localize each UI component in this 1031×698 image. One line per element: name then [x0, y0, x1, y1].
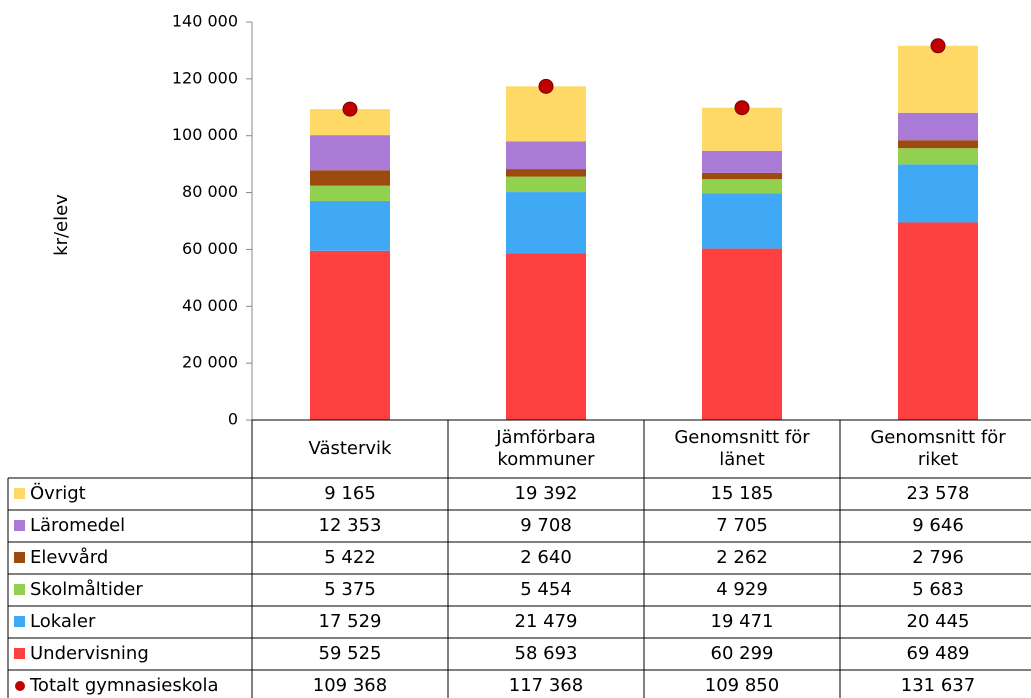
legend-key	[14, 616, 25, 627]
y-tick-label: 140 000	[172, 12, 238, 31]
table-cell: 19 471	[711, 611, 774, 632]
table-cell: 9 165	[324, 483, 376, 504]
y-tick-label: 80 000	[182, 182, 238, 201]
bar-segment	[898, 140, 978, 149]
table-cell: 17 529	[319, 611, 382, 632]
legend-label: Skolmåltider	[30, 579, 143, 600]
bar-segment	[506, 253, 586, 420]
table-cell: 58 693	[515, 643, 578, 664]
bar-segment	[310, 135, 390, 171]
table-cell: 60 299	[711, 643, 774, 664]
table-cell: 109 368	[313, 675, 387, 696]
bar-segment	[506, 86, 586, 142]
legend-key	[14, 584, 25, 595]
table-cell: 9 646	[912, 515, 964, 536]
table-cell: 69 489	[907, 643, 970, 664]
legend-key	[14, 488, 25, 499]
bar-segment	[898, 45, 978, 113]
table-cell: 5 683	[912, 579, 964, 600]
bar-segment	[898, 112, 978, 141]
bar-segment	[506, 176, 586, 193]
y-tick-label: 20 000	[182, 353, 238, 372]
y-tick-label: 120 000	[172, 68, 238, 87]
category-label: Genomsnitt för länet	[674, 427, 810, 470]
table-cell: 20 445	[907, 611, 970, 632]
table-cell: 59 525	[319, 643, 382, 664]
total-marker	[930, 38, 946, 54]
bar-segment	[310, 170, 390, 186]
bar-segment	[310, 200, 390, 251]
table-cell: 7 705	[716, 515, 768, 536]
legend-label: Elevvård	[30, 547, 108, 568]
bar-segment	[506, 169, 586, 177]
table-cell: 2 796	[912, 547, 964, 568]
table-cell: 2 640	[520, 547, 572, 568]
bar-segment	[702, 193, 782, 249]
table-cell: 5 375	[324, 579, 376, 600]
table-cell: 19 392	[515, 483, 578, 504]
y-tick-label: 100 000	[172, 125, 238, 144]
bar-segment	[506, 141, 586, 170]
legend-label: Lokaler	[30, 611, 96, 632]
bar-segment	[702, 248, 782, 420]
total-marker	[734, 100, 750, 116]
y-tick-label: 0	[228, 410, 238, 429]
bar-segment	[898, 222, 978, 420]
legend-label: Undervisning	[30, 643, 149, 664]
legend-key	[14, 520, 25, 531]
y-tick-label: 40 000	[182, 296, 238, 315]
legend-label: Läromedel	[30, 515, 125, 536]
table-cell: 9 708	[520, 515, 572, 536]
total-marker	[342, 101, 358, 117]
table-cell: 117 368	[509, 675, 583, 696]
bar-segment	[702, 179, 782, 194]
table-cell: 15 185	[711, 483, 774, 504]
category-label: Jämförbara kommuner	[496, 427, 596, 470]
category-label: Genomsnitt för riket	[870, 427, 1006, 470]
bar-segment	[702, 172, 782, 180]
bar-segment	[898, 164, 978, 223]
legend-label: Övrigt	[30, 482, 86, 504]
legend-key	[14, 648, 25, 659]
bar-segment	[898, 148, 978, 165]
legend-key	[15, 681, 25, 691]
bar-segment	[310, 250, 390, 420]
bar-segment	[702, 150, 782, 173]
table-cell: 5 454	[520, 579, 572, 600]
table-cell: 4 929	[716, 579, 768, 600]
category-label: Västervik	[308, 438, 392, 459]
table-cell: 23 578	[907, 483, 970, 504]
table-cell: 21 479	[515, 611, 578, 632]
table-cell: 12 353	[319, 515, 382, 536]
y-tick-label: 60 000	[182, 239, 238, 258]
legend-key	[14, 552, 25, 563]
table-cell: 5 422	[324, 547, 376, 568]
bar-segment	[310, 185, 390, 201]
table-cell: 131 637	[901, 675, 975, 696]
bar-segment	[506, 192, 586, 254]
table-cell: 109 850	[705, 675, 779, 696]
table-cell: 2 262	[716, 547, 768, 568]
total-marker	[538, 78, 554, 94]
y-axis-label: kr/elev	[51, 194, 72, 256]
legend-label: Totalt gymnasieskola	[29, 675, 219, 696]
